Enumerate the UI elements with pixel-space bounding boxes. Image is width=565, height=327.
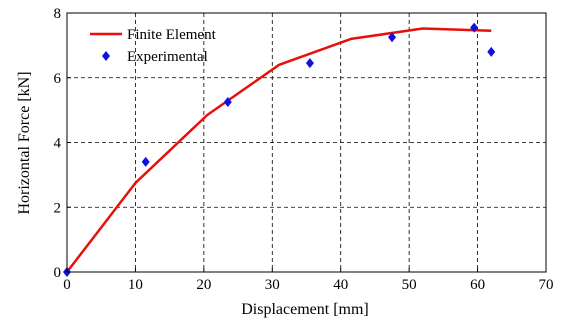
x-tick-label: 0 (63, 277, 71, 293)
data-point-experimental (141, 156, 150, 167)
y-tick-label: 8 (54, 6, 62, 22)
legend-marker-experimental (102, 51, 110, 61)
plot-frame (66, 12, 547, 273)
data-point-experimental (223, 97, 232, 108)
y-tick-label: 2 (54, 200, 62, 216)
x-tick-label: 50 (402, 277, 417, 293)
data-point-experimental (470, 22, 479, 33)
x-tick-label: 20 (196, 277, 211, 293)
x-tick-label: 40 (333, 277, 348, 293)
data-point-experimental (388, 32, 397, 43)
x-tick-label: 30 (265, 277, 280, 293)
legend-label-finite-element: Finite Element (127, 27, 217, 43)
y-axis-ticks: 0 2 4 6 8 (54, 6, 71, 281)
legend-label-experimental: Experimental (127, 49, 208, 65)
legend: Finite Element Experimental (90, 27, 217, 65)
data-point-experimental (487, 46, 496, 57)
y-axis-label: Horizontal Force [kN] (16, 71, 33, 214)
y-tick-label: 4 (54, 136, 62, 152)
grid (67, 13, 546, 272)
y-tick-label: 0 (54, 265, 62, 281)
series-line-finite-element (66, 27, 492, 273)
x-tick-label: 60 (470, 277, 485, 293)
x-axis-ticks: 0 10 20 30 40 50 60 70 (63, 268, 554, 293)
series-layer (63, 22, 496, 277)
x-tick-label: 70 (539, 277, 554, 293)
y-tick-label: 6 (54, 71, 62, 87)
x-axis-label: Displacement [mm] (241, 301, 369, 318)
data-point-experimental (305, 58, 314, 69)
x-tick-label: 10 (128, 277, 143, 293)
